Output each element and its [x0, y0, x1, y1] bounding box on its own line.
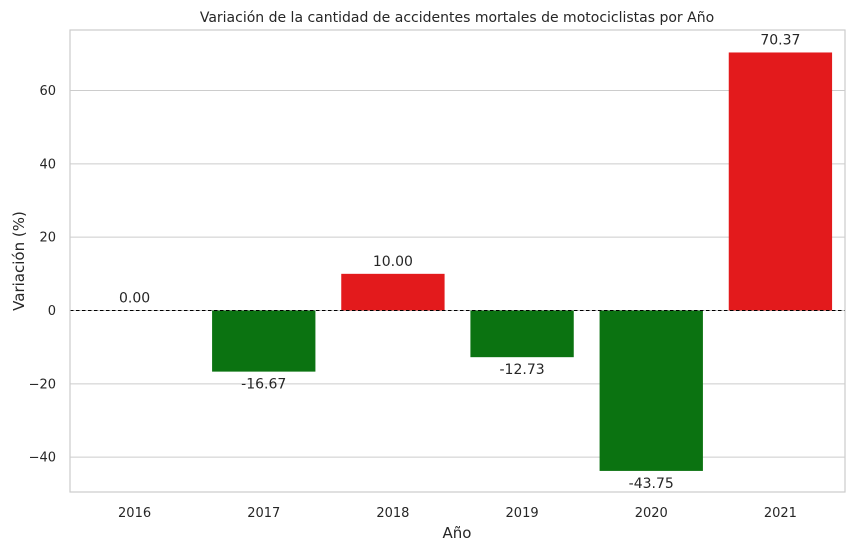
- x-axis-label: Año: [443, 524, 472, 542]
- data-label: -16.67: [241, 377, 286, 393]
- y-tick-label: 0: [48, 304, 56, 319]
- data-label: -43.75: [629, 476, 674, 492]
- bar: [599, 310, 703, 471]
- bar: [728, 52, 833, 311]
- data-labels: 0.00 -16.67 10.00 -12.73 -43.75 70.37: [119, 32, 800, 491]
- plot-frame: [69, 29, 846, 493]
- y-tick-label: −40: [29, 451, 56, 466]
- x-tick-label: 2018: [376, 506, 409, 521]
- y-tick-label: 60: [39, 84, 56, 99]
- bar: [212, 310, 316, 372]
- y-axis-label: Variación (%): [10, 211, 28, 311]
- bar: [341, 273, 445, 311]
- y-axis-ticks: −40 −20 0 20 40 60: [29, 84, 56, 466]
- chart-title: Variación de la cantidad de accidentes m…: [200, 10, 714, 26]
- data-label: 0.00: [119, 291, 150, 307]
- y-tick-label: 20: [39, 231, 56, 246]
- data-label: 70.37: [760, 32, 800, 48]
- data-label: -12.73: [500, 362, 545, 378]
- y-tick-label: −20: [29, 377, 56, 392]
- x-axis-ticks: 2016 2017 2018 2019 2020 2021: [118, 506, 797, 521]
- x-tick-label: 2020: [635, 506, 668, 521]
- x-tick-label: 2019: [506, 506, 539, 521]
- y-tick-label: 40: [39, 157, 56, 172]
- bars: [212, 52, 833, 471]
- bar: [470, 310, 574, 358]
- x-tick-label: 2017: [247, 506, 280, 521]
- x-tick-label: 2021: [764, 506, 797, 521]
- data-label: 10.00: [373, 254, 413, 270]
- x-tick-label: 2016: [118, 506, 151, 521]
